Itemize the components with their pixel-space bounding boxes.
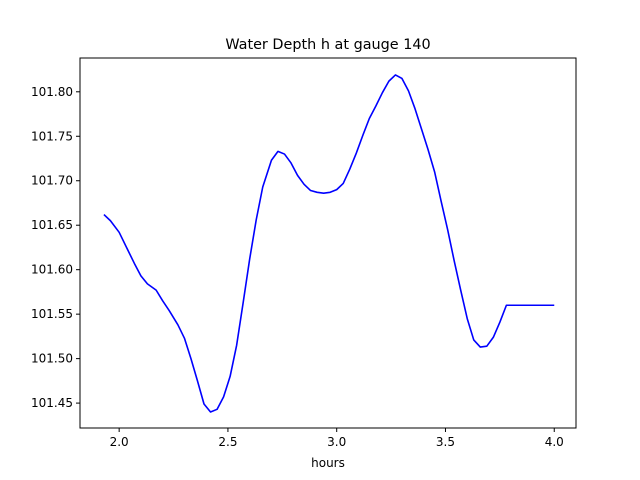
x-tick-label: 2.0 [110,435,129,449]
y-tick-label: 101.45 [31,396,73,410]
x-axis-label: hours [311,456,345,470]
x-tick-label: 3.5 [436,435,455,449]
x-tick-label: 3.0 [327,435,346,449]
series-line-0 [103,74,555,413]
x-tick-label: 4.0 [545,435,564,449]
chart-title: Water Depth h at gauge 140 [225,37,430,53]
y-tick-label: 101.75 [31,129,73,143]
y-tick-label: 101.65 [31,218,73,232]
plot-area [103,74,555,413]
y-tick-label: 101.70 [31,174,73,188]
y-tick-label: 101.60 [31,263,73,277]
x-axis: 2.0 2.5 3.0 3.5 4.0 [110,428,564,449]
y-tick-label: 101.50 [31,352,73,366]
axes-frame [79,57,577,429]
y-tick-label: 101.55 [31,307,73,321]
x-tick-label: 2.5 [218,435,237,449]
y-axis: 101.45 101.50 101.55 101.60 101.65 101.70 101.… [31,85,80,410]
y-tick-label: 101.80 [31,85,73,99]
